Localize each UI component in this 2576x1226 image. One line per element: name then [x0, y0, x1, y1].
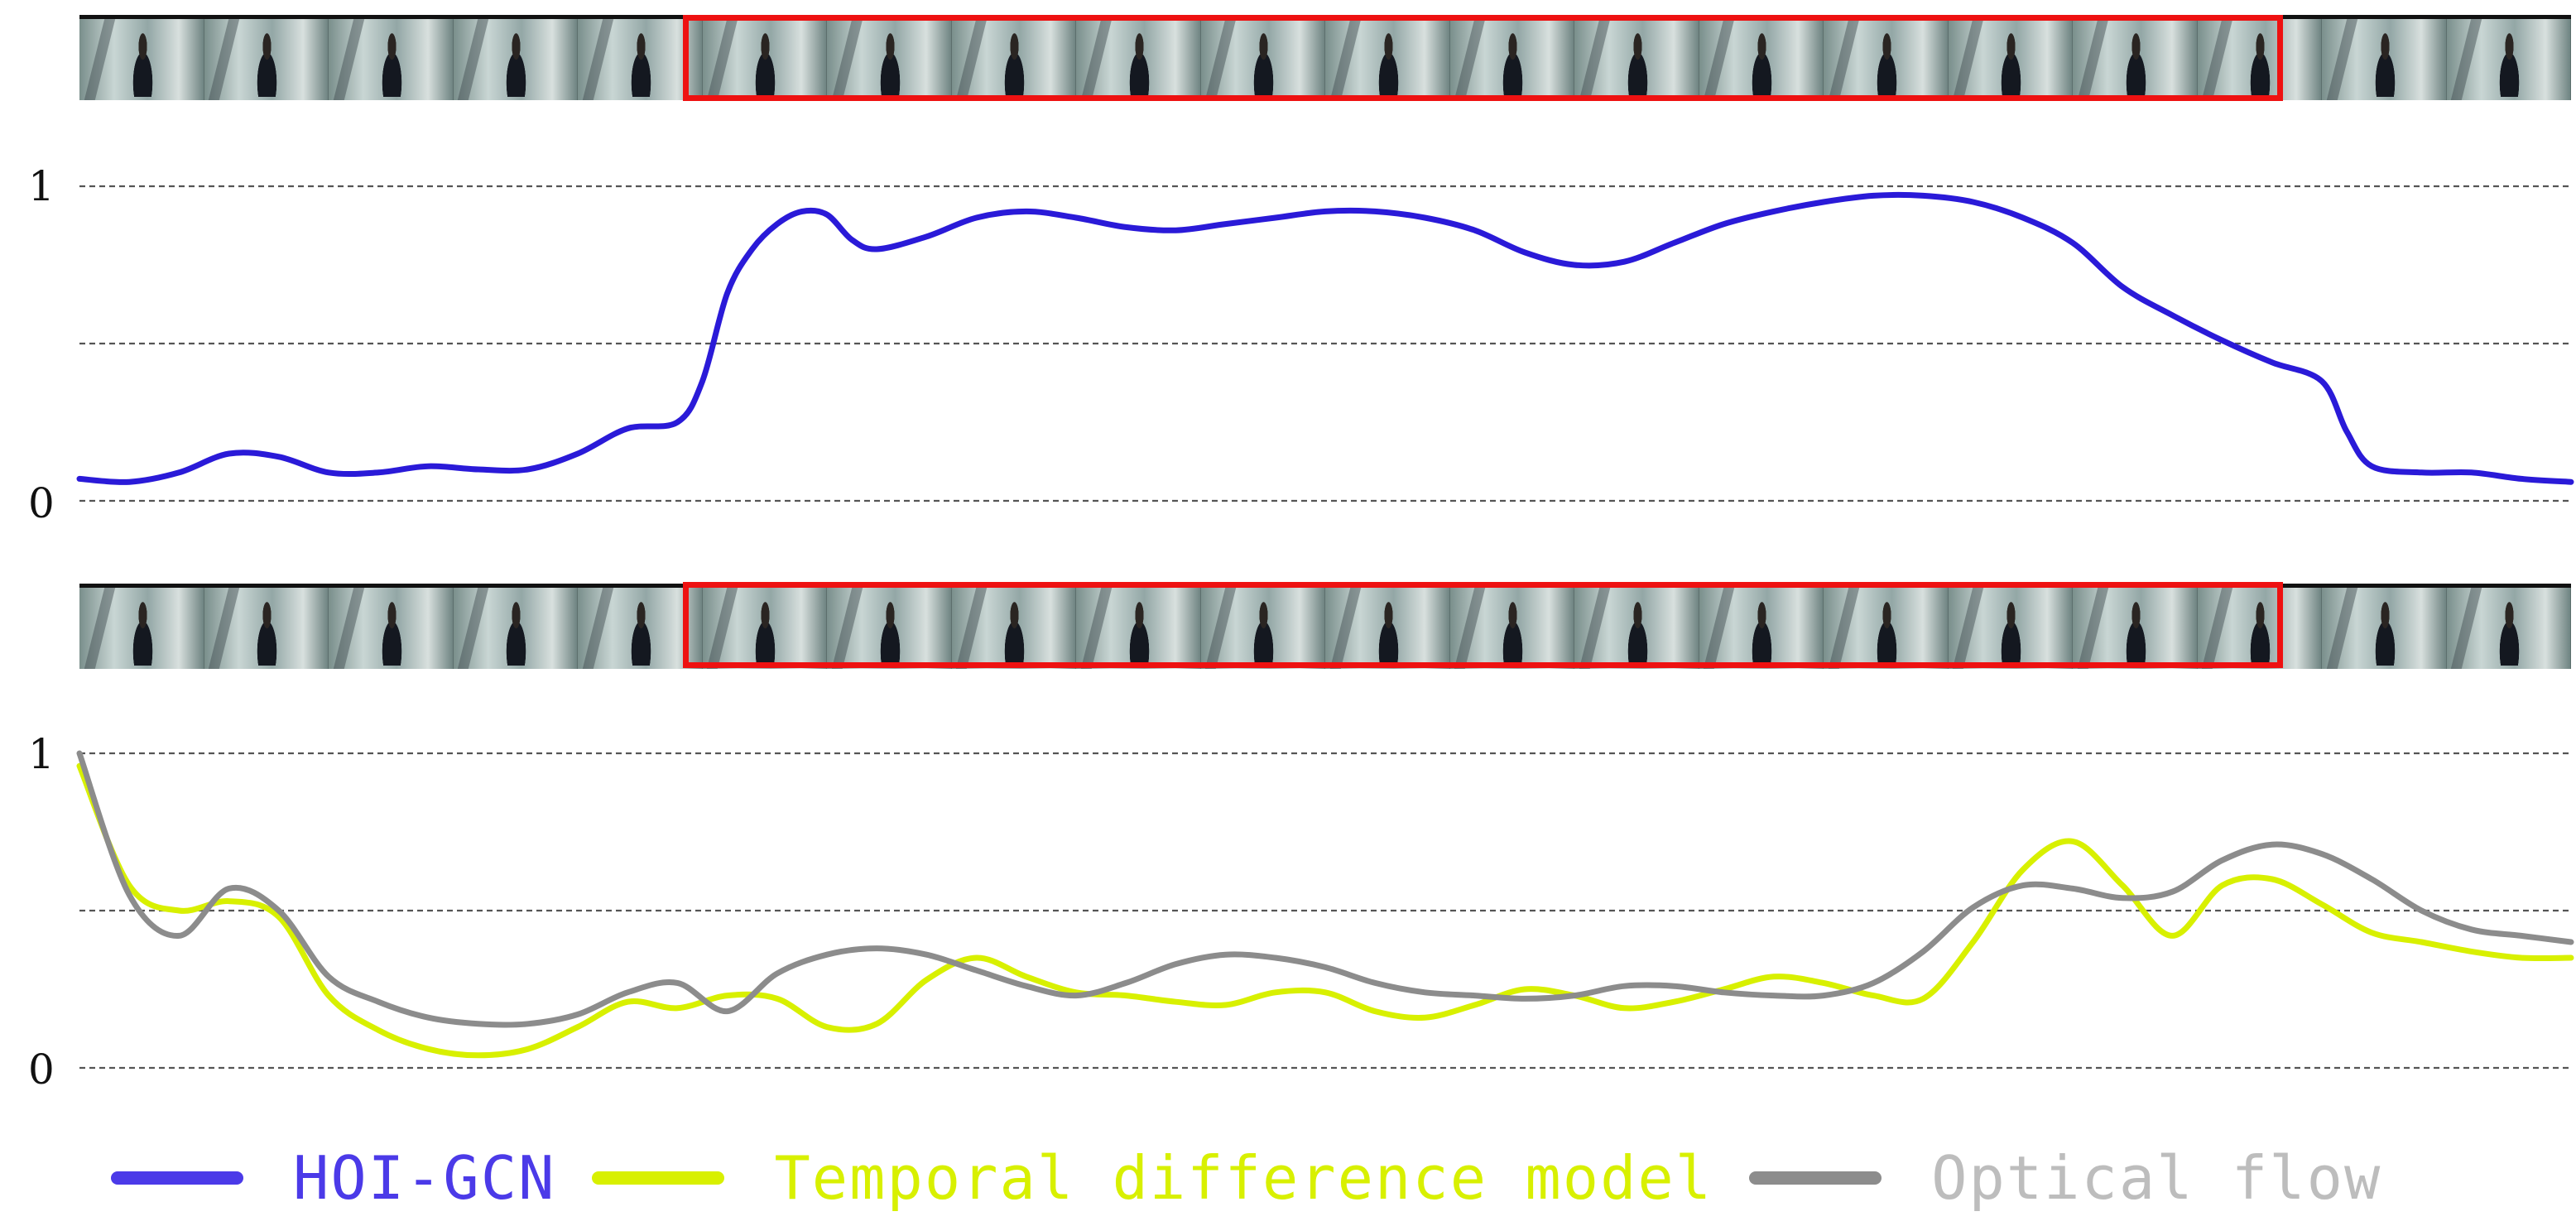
y-tick-top-chart-1: 1 — [28, 162, 55, 210]
video-frame — [2197, 588, 2322, 669]
video-frame — [204, 19, 329, 100]
video-frame — [951, 588, 1076, 669]
video-frame — [1824, 588, 1949, 669]
series-line-hoi-gcn — [76, 191, 2574, 485]
video-frame — [827, 19, 952, 100]
video-frame — [1076, 19, 1201, 100]
y-tick-bottom-chart-0: 0 — [28, 1046, 55, 1094]
video-frame — [79, 588, 204, 669]
video-frame — [578, 588, 703, 669]
filmstrip-bottom — [79, 584, 2571, 669]
legend-label-hoi-gcn: HOI-GCN — [293, 1143, 556, 1213]
legend-item-temporal-difference: Temporal difference model — [592, 1143, 1713, 1213]
video-frame — [702, 588, 827, 669]
video-frame — [2322, 588, 2447, 669]
video-frame — [1824, 19, 1949, 100]
series-line-temporal-difference-model — [76, 762, 2574, 1059]
video-frame — [2446, 19, 2571, 100]
legend-item-hoi-gcn: HOI-GCN — [111, 1143, 555, 1213]
y-tick-bottom-chart-1: 1 — [28, 730, 55, 778]
video-frame — [578, 19, 703, 100]
video-frame — [702, 19, 827, 100]
legend-swatch-optical-flow — [1749, 1171, 1882, 1185]
filmstrip-top — [79, 15, 2571, 100]
video-frame — [1699, 588, 1824, 669]
video-frame — [827, 588, 952, 669]
video-frame — [1200, 588, 1325, 669]
video-frame — [204, 588, 329, 669]
video-frame — [329, 19, 454, 100]
legend-label-optical-flow: Optical flow — [1931, 1143, 2382, 1213]
video-frame — [2322, 19, 2447, 100]
video-frame — [329, 588, 454, 669]
video-frame — [1200, 19, 1325, 100]
legend-label-temporal-difference: Temporal difference model — [774, 1143, 1713, 1213]
video-frame — [1574, 588, 1699, 669]
video-frame — [2073, 588, 2198, 669]
video-frame — [453, 588, 578, 669]
video-frame — [951, 19, 1076, 100]
series-line-optical-flow — [76, 750, 2574, 1028]
video-frame — [1449, 588, 1574, 669]
legend-swatch-temporal-difference — [592, 1171, 725, 1185]
video-frame — [1699, 19, 1824, 100]
y-tick-top-chart-0: 0 — [28, 479, 55, 527]
video-frame — [1325, 588, 1450, 669]
video-frame — [1948, 588, 2073, 669]
legend-swatch-hoi-gcn — [111, 1171, 243, 1185]
video-frame — [1076, 588, 1201, 669]
video-frame — [2073, 19, 2198, 100]
video-frame — [2446, 588, 2571, 669]
video-frame — [453, 19, 578, 100]
video-frame — [1325, 19, 1450, 100]
video-frame — [1449, 19, 1574, 100]
legend: HOI-GCN Temporal difference model Optica… — [111, 1141, 2418, 1215]
video-frame — [1574, 19, 1699, 100]
video-frame — [1948, 19, 2073, 100]
video-frame — [79, 19, 204, 100]
legend-item-optical-flow: Optical flow — [1749, 1143, 2381, 1213]
video-frame — [2197, 19, 2322, 100]
